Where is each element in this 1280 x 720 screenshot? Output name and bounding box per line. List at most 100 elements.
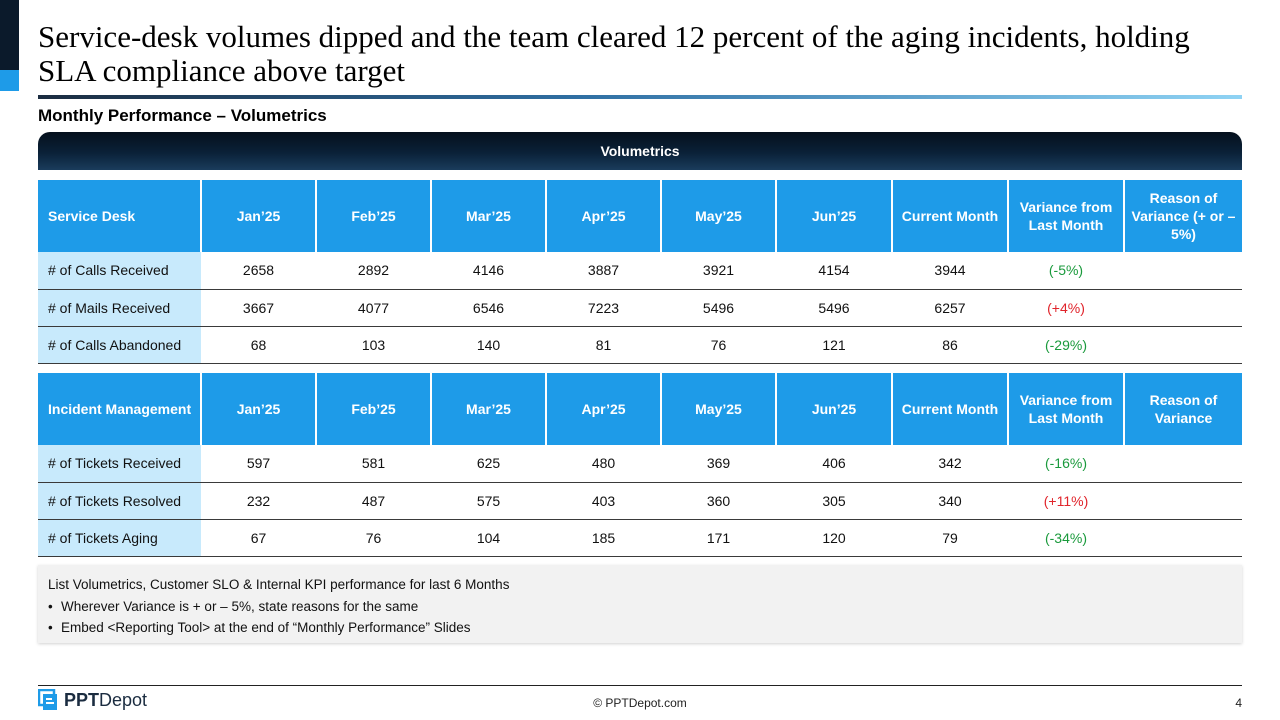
bullet-dot: • [48,598,53,614]
incident-management-column-header: Feb’25 [315,373,431,445]
service-desk-table: Service Desk Jan’25 Feb’25 Mar’25 Apr’25 May’… [38,180,1242,364]
table-row: # of Mails Received 3667 4077 6546 7223 5496 5… [38,289,1242,327]
table-row: # of Calls Received 2658 2892 4146 3887 3921 4… [38,252,1242,290]
month-value-cell: 3887 [546,252,661,290]
month-value-cell: 625 [431,445,546,483]
notes-bullet: • Wherever Variance is + or – 5%, state … [48,596,1232,618]
service-desk-column-header: Variance from Last Month [1007,180,1124,252]
month-value-cell: 3667 [201,289,316,327]
row-label: # of Mails Received [38,289,201,327]
incident-management-column-header: Current Month [891,373,1008,445]
volumetrics-banner: Volumetrics [38,132,1242,170]
month-value-cell: 581 [316,445,431,483]
row-label: # of Tickets Resolved [38,482,201,520]
reason-cell [1124,289,1242,327]
banner-label: Volumetrics [600,143,680,159]
row-label: # of Tickets Aging [38,519,201,557]
month-value-cell: 597 [201,445,316,483]
current-month-cell: 6257 [892,289,1008,327]
service-desk-column-header: Apr’25 [545,180,661,252]
row-label: # of Tickets Received [38,445,201,483]
bullet-dot: • [48,620,53,635]
month-value-cell: 5496 [661,289,776,327]
service-desk-column-header: Reason of Variance (+ or – 5%) [1123,180,1242,252]
month-value-cell: 103 [316,326,431,364]
month-value-cell: 76 [316,519,431,557]
corner-accent-dark [0,0,19,70]
month-value-cell: 369 [661,445,776,483]
variance-cell: (-29%) [1008,326,1124,364]
page-number: 4 [1235,696,1242,710]
table-row: # of Calls Abandoned 68 103 140 81 76 121 86 (-2… [38,326,1242,364]
table-row: # of Tickets Received 597 581 625 480 369 406 3… [38,445,1242,483]
notes-bullet: • Embed <Reporting Tool> at the end of “… [48,617,1232,639]
service-desk-column-header: Mar’25 [430,180,546,252]
current-month-cell: 79 [892,519,1008,557]
month-value-cell: 487 [316,482,431,520]
variance-cell: (-5%) [1008,252,1124,290]
reason-cell [1124,519,1242,557]
month-value-cell: 232 [201,482,316,520]
service-desk-header-row: Service Desk Jan’25 Feb’25 Mar’25 Apr’25 May’… [38,180,1242,252]
month-value-cell: 76 [661,326,776,364]
reason-cell [1124,252,1242,290]
notes-bullet-text: Wherever Variance is + or – 5%, state re… [61,598,419,614]
incident-management-column-header: Jun’25 [775,373,892,445]
row-label: # of Calls Abandoned [38,326,201,364]
month-value-cell: 67 [201,519,316,557]
incident-management-column-header: Incident Management [38,373,201,445]
service-desk-column-header: May’25 [660,180,776,252]
current-month-cell: 3944 [892,252,1008,290]
month-value-cell: 3921 [661,252,776,290]
month-value-cell: 575 [431,482,546,520]
incident-management-column-header: Jan’25 [200,373,316,445]
notes-intro: List Volumetrics, Customer SLO & Interna… [48,577,510,592]
month-value-cell: 360 [661,482,776,520]
slide-subtitle: Monthly Performance – Volumetrics [38,106,327,125]
logo-text: PPTDepot [64,689,148,710]
service-desk-column-header: Current Month [891,180,1008,252]
month-value-cell: 4154 [776,252,892,290]
service-desk-column-header: Feb’25 [315,180,431,252]
month-value-cell: 4146 [431,252,546,290]
month-value-cell: 406 [776,445,892,483]
incident-management-header-row: Incident Management Jan’25 Feb’25 Mar’25 Apr… [38,373,1242,445]
month-value-cell: 403 [546,482,661,520]
table-row: # of Tickets Resolved 232 487 575 403 360 305 3… [38,482,1242,520]
month-value-cell: 81 [546,326,661,364]
month-value-cell: 185 [546,519,661,557]
incident-management-column-header: Reason of Variance [1123,373,1242,445]
reason-cell [1124,326,1242,364]
slide-title: Service-desk volumes dipped and the team… [38,19,1190,88]
month-value-cell: 104 [431,519,546,557]
incident-management-column-header: Mar’25 [430,373,546,445]
month-value-cell: 480 [546,445,661,483]
pptdepot-logo-icon [38,689,57,710]
variance-cell: (+4%) [1008,289,1124,327]
month-value-cell: 120 [776,519,892,557]
month-value-cell: 121 [776,326,892,364]
current-month-cell: 86 [892,326,1008,364]
notes-bullet-text: Embed <Reporting Tool> at the end of “Mo… [61,620,471,635]
month-value-cell: 140 [431,326,546,364]
month-value-cell: 7223 [546,289,661,327]
title-divider [38,95,1242,99]
pptdepot-logo: PPTDepot [38,689,147,711]
variance-cell: (+11%) [1008,482,1124,520]
month-value-cell: 2892 [316,252,431,290]
footer-copyright: © PPTDepot.com [593,696,687,710]
incident-management-column-header: May’25 [660,373,776,445]
incident-management-column-header: Variance from Last Month [1007,373,1124,445]
service-desk-column-header: Service Desk [38,180,201,252]
footer-divider [38,685,1242,686]
month-value-cell: 2658 [201,252,316,290]
month-value-cell: 6546 [431,289,546,327]
service-desk-column-header: Jan’25 [200,180,316,252]
month-value-cell: 305 [776,482,892,520]
variance-cell: (-34%) [1008,519,1124,557]
row-label: # of Calls Received [38,252,201,290]
month-value-cell: 4077 [316,289,431,327]
variance-cell: (-16%) [1008,445,1124,483]
table-row: # of Tickets Aging 67 76 104 185 171 120 79 (-34… [38,519,1242,557]
month-value-cell: 68 [201,326,316,364]
